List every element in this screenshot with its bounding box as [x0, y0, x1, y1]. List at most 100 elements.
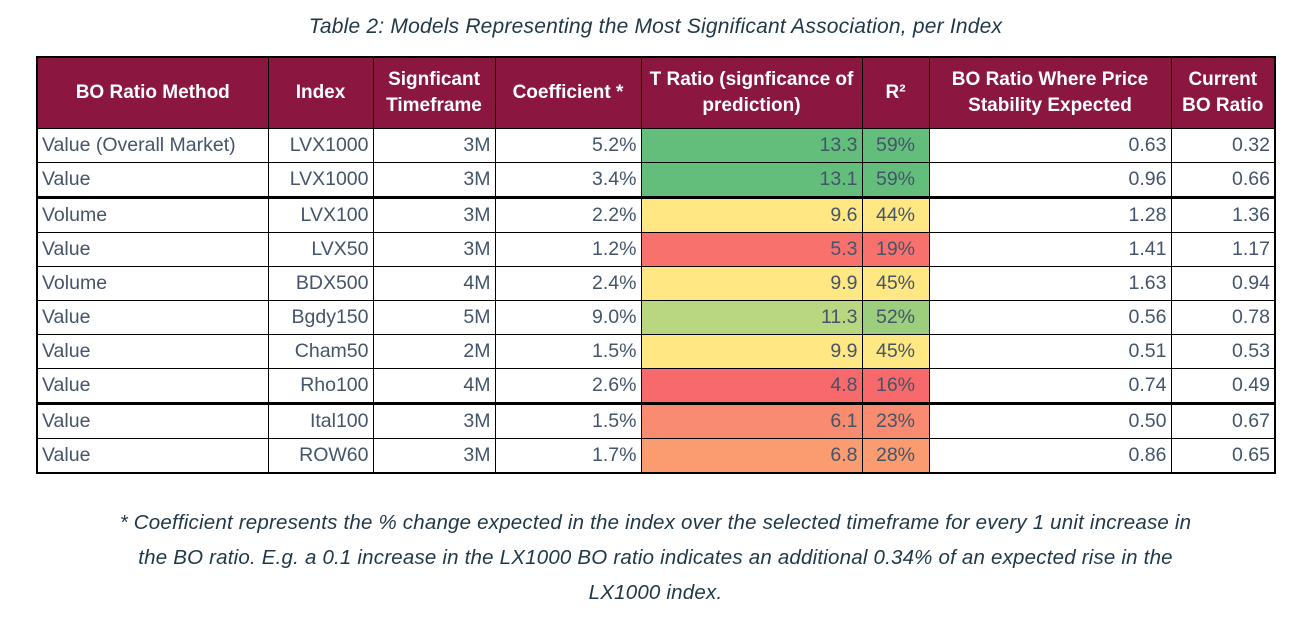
- cell-bo-ratio-method: Value: [36, 368, 269, 405]
- cell-current-bo-ratio: 0.66: [1170, 162, 1276, 199]
- cell-current-bo-ratio: 0.53: [1170, 334, 1276, 369]
- table-body: Value (Overall Market) LVX1000 3M 5.2% 13.3 5…: [36, 128, 1276, 474]
- cell-t-ratio: 9.9: [640, 266, 863, 301]
- cell-index: LVX100: [267, 197, 374, 233]
- header-cell-bo-ratio-stability: BO Ratio Where Price Stability Expected: [928, 56, 1172, 129]
- cell-r-squared: 59%: [861, 128, 930, 163]
- table-row: Volume BDX500 4M 2.4% 9.9 45% 1.63 0.94: [36, 266, 1276, 301]
- cell-t-ratio: 13.3: [640, 128, 863, 163]
- header-row: BO Ratio Method Index Signficant Timeframe…: [36, 56, 1276, 129]
- cell-current-bo-ratio: 1.17: [1170, 232, 1276, 267]
- cell-coefficient: 1.5%: [494, 334, 642, 369]
- cell-bo-ratio-method: Value: [36, 403, 269, 439]
- cell-index: LVX50: [267, 232, 374, 267]
- cell-t-ratio: 9.9: [640, 334, 863, 369]
- models-table: BO Ratio Method Index Signficant Timeframe…: [36, 56, 1276, 474]
- table-row: Value Cham50 2M 1.5% 9.9 45% 0.51 0.53: [36, 334, 1276, 369]
- cell-signficant-timeframe: 4M: [372, 368, 496, 405]
- footnote-line-1: * Coefficient represents the % change ex…: [119, 511, 1192, 534]
- cell-bo-ratio-method: Value: [36, 232, 269, 267]
- header-cell-r-squared: R²: [861, 56, 930, 129]
- cell-signficant-timeframe: 4M: [372, 266, 496, 301]
- cell-coefficient: 5.2%: [494, 128, 642, 163]
- table-row: Volume LVX100 3M 2.2% 9.6 44% 1.28 1.36: [36, 197, 1276, 233]
- coefficient-footnote: * Coefficient represents the % change ex…: [0, 505, 1311, 610]
- cell-index: Cham50: [267, 334, 374, 369]
- cell-bo-ratio-stability: 0.74: [928, 368, 1172, 405]
- cell-signficant-timeframe: 3M: [372, 403, 496, 439]
- cell-bo-ratio-stability: 1.28: [928, 197, 1172, 233]
- header-cell-current-bo-ratio: Current BO Ratio: [1170, 56, 1276, 129]
- cell-bo-ratio-method: Volume: [36, 266, 269, 301]
- cell-bo-ratio-method: Value (Overall Market): [36, 128, 269, 163]
- cell-signficant-timeframe: 3M: [372, 232, 496, 267]
- table-row: Value (Overall Market) LVX1000 3M 5.2% 13.3 5…: [36, 128, 1276, 163]
- cell-signficant-timeframe: 3M: [372, 128, 496, 163]
- cell-current-bo-ratio: 0.65: [1170, 438, 1276, 474]
- cell-coefficient: 1.2%: [494, 232, 642, 267]
- header-cell-bo-ratio-method: BO Ratio Method: [36, 56, 269, 129]
- cell-r-squared: 16%: [861, 368, 930, 405]
- cell-bo-ratio-stability: 1.41: [928, 232, 1172, 267]
- cell-bo-ratio-method: Volume: [36, 197, 269, 233]
- cell-signficant-timeframe: 3M: [372, 438, 496, 474]
- cell-r-squared: 45%: [861, 334, 930, 369]
- cell-bo-ratio-method: Value: [36, 300, 269, 335]
- header-cell-coefficient: Coefficient *: [494, 56, 642, 129]
- cell-bo-ratio-stability: 0.96: [928, 162, 1172, 199]
- cell-r-squared: 44%: [861, 197, 930, 233]
- cell-t-ratio: 9.6: [640, 197, 863, 233]
- cell-r-squared: 52%: [861, 300, 930, 335]
- cell-signficant-timeframe: 3M: [372, 197, 496, 233]
- cell-coefficient: 1.5%: [494, 403, 642, 439]
- cell-r-squared: 28%: [861, 438, 930, 474]
- table-row: Value Rho100 4M 2.6% 4.8 16% 0.74 0.49: [36, 368, 1276, 405]
- cell-t-ratio: 5.3: [640, 232, 863, 267]
- cell-current-bo-ratio: 0.78: [1170, 300, 1276, 335]
- cell-bo-ratio-stability: 0.63: [928, 128, 1172, 163]
- cell-current-bo-ratio: 0.94: [1170, 266, 1276, 301]
- cell-signficant-timeframe: 5M: [372, 300, 496, 335]
- cell-current-bo-ratio: 0.67: [1170, 403, 1276, 439]
- cell-coefficient: 1.7%: [494, 438, 642, 474]
- cell-bo-ratio-stability: 0.50: [928, 403, 1172, 439]
- table-row: Value LVX1000 3M 3.4% 13.1 59% 0.96 0.66: [36, 162, 1276, 199]
- cell-r-squared: 19%: [861, 232, 930, 267]
- cell-bo-ratio-method: Value: [36, 438, 269, 474]
- header-cell-signficant-timeframe: Signficant Timeframe: [372, 56, 496, 129]
- cell-r-squared: 23%: [861, 403, 930, 439]
- cell-index: LVX1000: [267, 162, 374, 199]
- cell-coefficient: 2.6%: [494, 368, 642, 405]
- cell-index: Bgdy150: [267, 300, 374, 335]
- cell-bo-ratio-stability: 1.63: [928, 266, 1172, 301]
- table-row: Value Ital100 3M 1.5% 6.1 23% 0.50 0.67: [36, 403, 1276, 439]
- header-cell-t-ratio: T Ratio (signficance of prediction): [640, 56, 863, 129]
- cell-bo-ratio-method: Value: [36, 162, 269, 199]
- table-row: Value ROW60 3M 1.7% 6.8 28% 0.86 0.65: [36, 438, 1276, 474]
- cell-t-ratio: 13.1: [640, 162, 863, 199]
- cell-index: LVX1000: [267, 128, 374, 163]
- cell-bo-ratio-method: Value: [36, 334, 269, 369]
- cell-t-ratio: 11.3: [640, 300, 863, 335]
- cell-signficant-timeframe: 2M: [372, 334, 496, 369]
- cell-coefficient: 2.4%: [494, 266, 642, 301]
- cell-r-squared: 45%: [861, 266, 930, 301]
- footnote-line-2: the BO ratio. E.g. a 0.1 increase in the…: [138, 546, 1173, 569]
- cell-bo-ratio-stability: 0.51: [928, 334, 1172, 369]
- cell-index: Rho100: [267, 368, 374, 405]
- table-row: Value Bgdy150 5M 9.0% 11.3 52% 0.56 0.78: [36, 300, 1276, 335]
- cell-index: BDX500: [267, 266, 374, 301]
- cell-coefficient: 9.0%: [494, 300, 642, 335]
- cell-bo-ratio-stability: 0.86: [928, 438, 1172, 474]
- cell-t-ratio: 4.8: [640, 368, 863, 405]
- cell-signficant-timeframe: 3M: [372, 162, 496, 199]
- cell-t-ratio: 6.8: [640, 438, 863, 474]
- cell-current-bo-ratio: 0.32: [1170, 128, 1276, 163]
- cell-r-squared: 59%: [861, 162, 930, 199]
- cell-t-ratio: 6.1: [640, 403, 863, 439]
- cell-bo-ratio-stability: 0.56: [928, 300, 1172, 335]
- table-row: Value LVX50 3M 1.2% 5.3 19% 1.41 1.17: [36, 232, 1276, 267]
- cell-index: ROW60: [267, 438, 374, 474]
- cell-coefficient: 3.4%: [494, 162, 642, 199]
